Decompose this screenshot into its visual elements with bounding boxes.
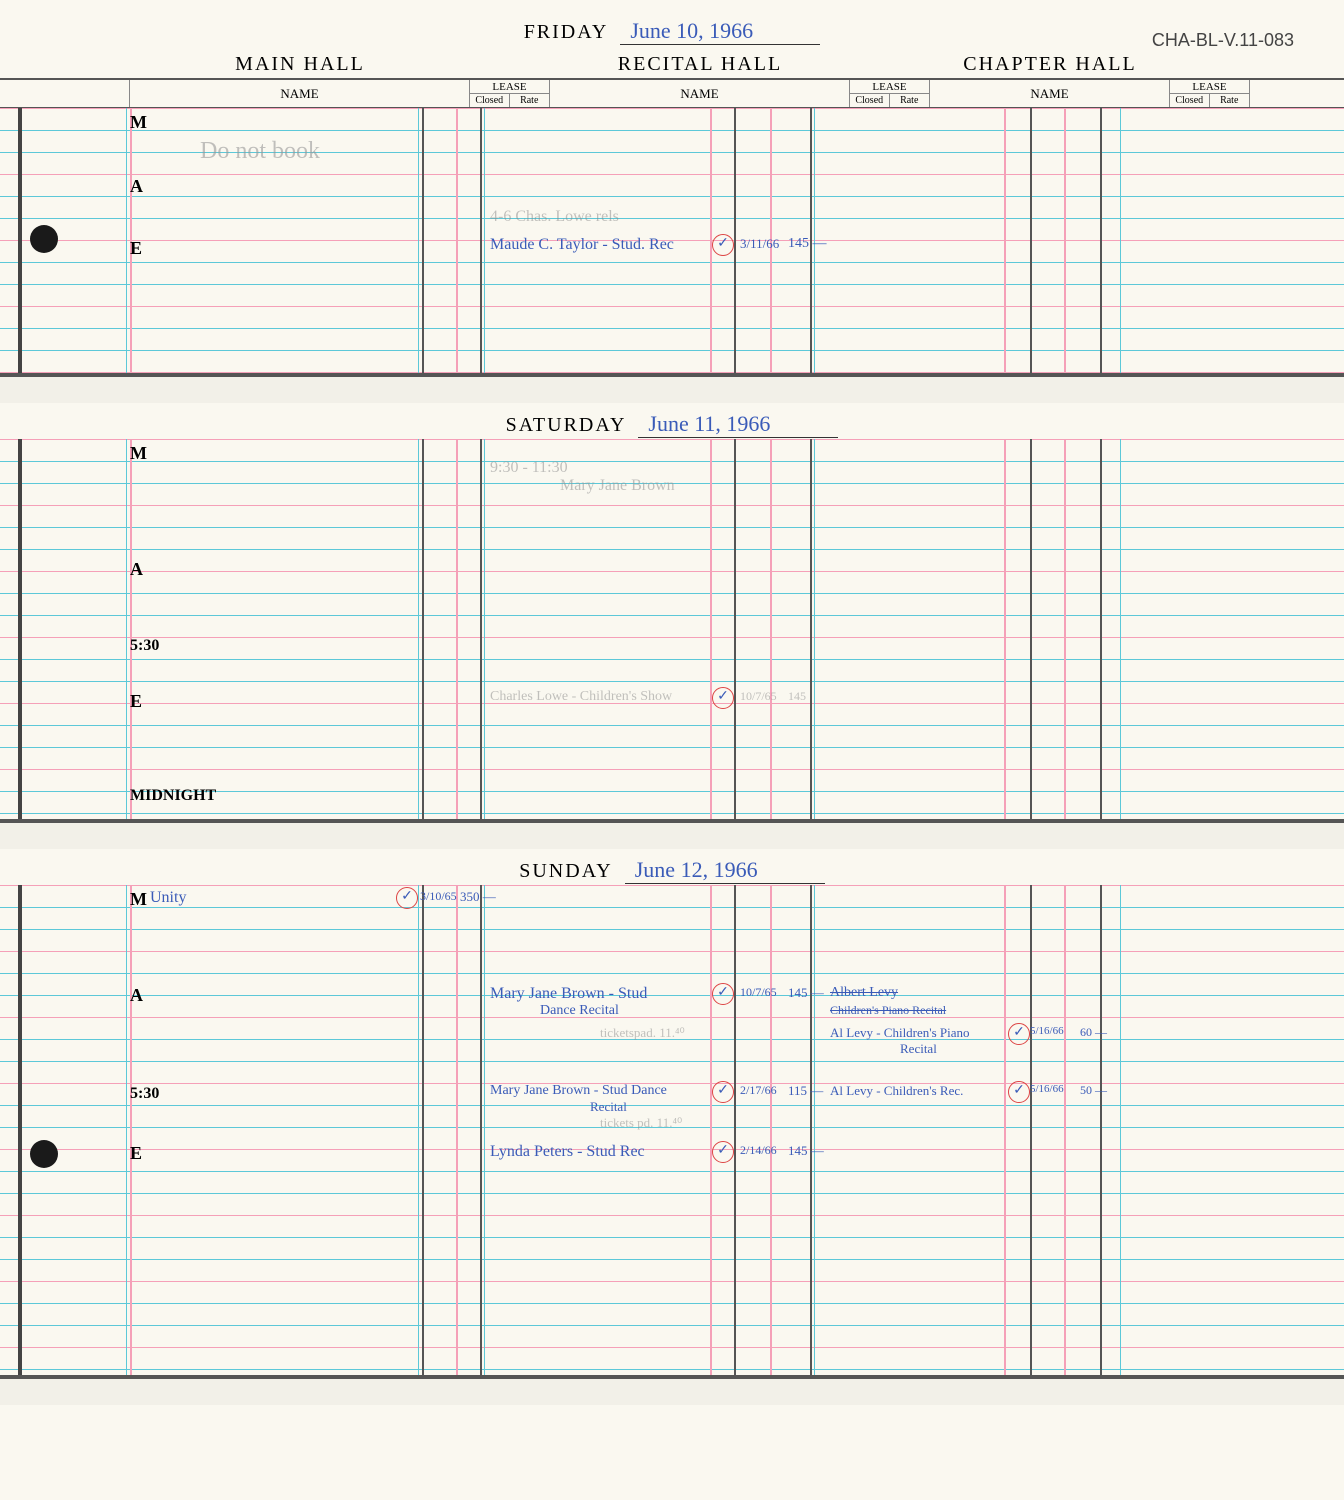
name-label: NAME — [130, 80, 470, 107]
checkmark-icon: ✓ — [712, 1141, 734, 1163]
day-date: June 10, 1966 — [620, 18, 820, 45]
time-slot-label: A — [130, 985, 190, 1006]
time-slot-label: E — [130, 1143, 190, 1164]
ledger-entry: 145 — — [788, 1143, 824, 1159]
ledger-entry: Al Levy - Children's Piano — [830, 1025, 970, 1041]
sub-headers: NAMELEASEClosedRateNAMELEASEClosedRateNA… — [0, 78, 1344, 108]
day-date: June 11, 1966 — [638, 411, 838, 438]
ledger-entry: Maude C. Taylor - Stud. Rec — [490, 236, 674, 254]
time-slot-label: 5:30 — [130, 637, 190, 655]
name-label: NAME — [930, 80, 1170, 107]
ledger-page: CHA-BL-V.11-083 FRIDAYJune 10, 1966MAIN … — [0, 0, 1344, 1500]
time-slot-label: M — [130, 443, 190, 464]
ledger-entry: 2/14/66 — [740, 1143, 777, 1158]
ledger-entry: 350 — — [460, 889, 496, 905]
ledger-entry: 145 — [788, 689, 806, 704]
punch-hole — [30, 1140, 58, 1168]
ledger-entry: 145 — — [788, 236, 827, 252]
ledger-entry: 3/11/66 — [740, 236, 779, 252]
ledger-entry: Children's Piano Recital — [830, 1003, 946, 1018]
recital-hall-label: RECITAL HALL — [550, 53, 850, 76]
main-hall-label: MAIN HALL — [130, 53, 470, 76]
time-slot-label: MIDNIGHT — [130, 787, 190, 805]
lease-label: LEASEClosedRate — [470, 80, 550, 107]
ledger-entry: 60 — — [1080, 1025, 1107, 1040]
ledger-body: M A E Do not book 4-6 Chas. Lowe rels Maude C… — [0, 108, 1344, 373]
ledger-entry: 145 — — [788, 985, 824, 1001]
day-separator — [0, 1375, 1344, 1405]
ledger-entry: 3/10/65 — [420, 889, 457, 904]
day-block: FRIDAY June 10, 1966 MAIN HALL RECITAL HALL… — [0, 10, 1344, 403]
checkmark-icon: ✓ — [712, 1081, 734, 1103]
checkmark-icon: ✓ — [712, 687, 734, 709]
ledger-entry: Mary Jane Brown - Stud — [490, 985, 647, 1003]
ledger-body: M A 5:30 E MIDNIGHT 9:30 - 11:30Mary Jane Bro… — [0, 439, 1344, 819]
day-label: SATURDAY — [506, 414, 627, 437]
ledger-entry: Charles Lowe - Children's Show — [490, 689, 672, 705]
ledger-entry: Recital — [900, 1041, 937, 1057]
day-label: SUNDAY — [519, 860, 613, 883]
day-separator — [0, 819, 1344, 849]
ledger-entry: Unity — [150, 889, 186, 907]
ledger-entry: 5/16/66 — [1030, 1025, 1064, 1037]
ledger-entry: Do not book — [200, 138, 320, 165]
ledger-entry: 9:30 - 11:30 — [490, 459, 568, 477]
ledger-entry: 2/17/66 — [740, 1083, 777, 1098]
time-slot-label: M — [130, 112, 190, 133]
hall-headers: MAIN HALL RECITAL HALL CHAPTER HALL — [0, 46, 1344, 78]
ledger-entry: ticketspad. 11.⁴⁰ — [600, 1025, 685, 1041]
ledger-entry: Dance Recital — [540, 1003, 619, 1019]
day-header: SATURDAY June 11, 1966 — [0, 403, 1344, 439]
checkmark-icon: ✓ — [396, 887, 418, 909]
ledger-body: MA5:30EUnity3/10/65350 —Mary Jane Brown … — [0, 885, 1344, 1375]
checkmark-icon: ✓ — [1008, 1081, 1030, 1103]
checkmark-icon: ✓ — [712, 234, 734, 256]
ledger-entry: Recital — [590, 1099, 627, 1115]
time-slot-label: A — [130, 176, 190, 197]
day-header: SUNDAY June 12, 1966 — [0, 849, 1344, 885]
day-label: FRIDAY — [524, 21, 609, 44]
ledger-entry: 10/7/65 — [740, 689, 777, 704]
ledger-entry: Mary Jane Brown - Stud Dance — [490, 1083, 667, 1099]
ledger-entry: tickets pd. 11.⁴⁰ — [600, 1115, 682, 1131]
ledger-entry: 50 — — [1080, 1083, 1107, 1098]
chapter-hall-label: CHAPTER HALL — [930, 53, 1170, 76]
day-separator — [0, 373, 1344, 403]
ledger-entry: 115 — — [788, 1083, 823, 1099]
checkmark-icon: ✓ — [1008, 1023, 1030, 1045]
ledger-entry: Al Levy - Children's Rec. — [830, 1083, 963, 1099]
ruled-lines — [0, 439, 1344, 819]
days-container: FRIDAY June 10, 1966 MAIN HALL RECITAL HALL… — [0, 10, 1344, 1405]
day-header: FRIDAY June 10, 1966 — [0, 10, 1344, 46]
ledger-entry: 4-6 Chas. Lowe rels — [490, 208, 619, 226]
ledger-entry: Lynda Peters - Stud Rec — [490, 1143, 645, 1161]
day-date: June 12, 1966 — [625, 857, 825, 884]
time-slot-label: A — [130, 559, 190, 580]
ledger-entry: 5/16/66 — [1030, 1083, 1064, 1095]
time-slot-label: E — [130, 238, 190, 259]
checkmark-icon: ✓ — [712, 983, 734, 1005]
lease-label: LEASEClosedRate — [1170, 80, 1250, 107]
ledger-entry: 10/7/65 — [740, 985, 777, 1000]
day-block: SATURDAY June 11, 1966 M A 5:30 E MIDNIGHT 9:30… — [0, 403, 1344, 849]
name-label: NAME — [550, 80, 850, 107]
ledger-entry: Albert Levy — [830, 985, 898, 1001]
day-block: SUNDAYJune 12, 1966MA5:30EUnity3/10/6535… — [0, 849, 1344, 1405]
time-slot-label: E — [130, 691, 190, 712]
lease-label: LEASEClosedRate — [850, 80, 930, 107]
ledger-entry: Mary Jane Brown — [560, 477, 675, 495]
punch-hole — [30, 225, 58, 253]
time-slot-label: 5:30 — [130, 1085, 190, 1103]
